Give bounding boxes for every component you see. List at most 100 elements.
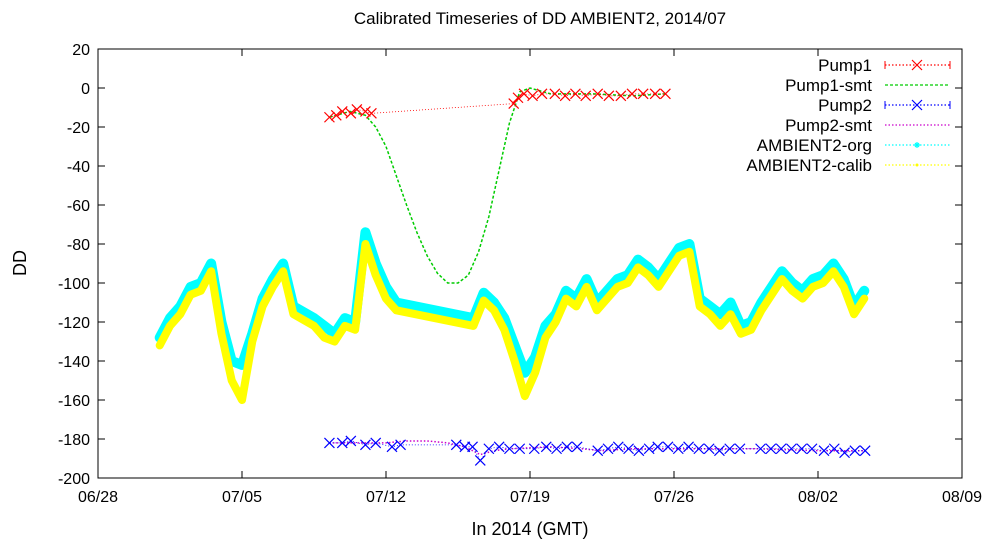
data-point-marker (528, 443, 540, 455)
series-1 (329, 87, 666, 284)
legend-marker (914, 142, 920, 148)
y-tick-label: -120 (58, 315, 90, 332)
series-0 (324, 88, 671, 123)
data-point-marker (493, 441, 505, 453)
data-point-marker (649, 88, 661, 100)
data-point-marker (324, 437, 335, 449)
series-line (329, 87, 666, 284)
y-tick-label: -100 (58, 276, 90, 293)
data-point-marker (549, 88, 561, 100)
data-point-marker (633, 445, 645, 457)
legend-label: AMBIENT2-org (757, 136, 872, 155)
data-point-marker (360, 105, 371, 117)
y-tick-label: -60 (67, 198, 90, 215)
plot-data-layer (154, 87, 871, 466)
data-point-marker (786, 443, 797, 455)
x-axis-label: In 2014 (GMT) (471, 519, 588, 539)
x-tick-label: 07/12 (366, 489, 406, 506)
legend-marker (911, 59, 923, 71)
y-tick-label: -20 (67, 120, 90, 137)
legend-marker (911, 99, 923, 111)
data-point-marker (580, 90, 592, 102)
data-point-marker (474, 455, 486, 466)
data-point-marker (366, 107, 377, 119)
data-point-marker (652, 441, 664, 453)
legend-label: Pump2-smt (785, 116, 872, 135)
data-point-marker (370, 437, 382, 449)
data-point-marker (849, 445, 861, 457)
y-tick-label: -140 (58, 354, 90, 371)
y-tick-label: -160 (58, 393, 90, 410)
data-point-marker (508, 98, 520, 110)
series-2 (324, 435, 871, 466)
y-tick-label: -80 (67, 237, 90, 254)
data-point-marker (518, 88, 530, 100)
data-point-marker (351, 104, 363, 115)
data-point-marker (360, 439, 371, 451)
data-point-marker (615, 90, 627, 102)
data-point-marker (828, 443, 840, 455)
y-tick-label: -40 (67, 159, 90, 176)
x-tick-label: 07/19 (510, 489, 550, 506)
series-line (329, 93, 666, 118)
data-point-marker (386, 441, 398, 453)
data-point-marker (637, 88, 649, 100)
data-point-marker (561, 441, 573, 453)
data-point-marker (693, 443, 705, 455)
data-point-marker (592, 445, 604, 457)
data-point-marker (459, 441, 471, 453)
x-tick-label: 07/26 (654, 489, 694, 506)
data-point-marker (755, 443, 766, 455)
legend-marker (915, 163, 919, 167)
data-point-marker (336, 105, 348, 117)
legend: Pump1Pump1-smtPump2Pump2-smtAMBIENT2-org… (746, 56, 951, 175)
data-point-marker (734, 443, 746, 455)
data-point-marker (806, 443, 818, 455)
legend-label: AMBIENT2-calib (746, 156, 872, 175)
data-point-marker (703, 443, 715, 455)
data-point-marker (623, 443, 634, 455)
legend-label: Pump1 (818, 56, 872, 75)
data-point-marker (859, 445, 871, 457)
y-tick-label: -200 (58, 471, 90, 488)
data-point-marker (592, 88, 604, 100)
data-point-marker (662, 441, 674, 453)
series-5 (155, 240, 869, 404)
data-point-marker (467, 441, 478, 453)
data-point-marker (504, 443, 515, 455)
data-point-marker (839, 447, 850, 459)
data-point-marker (330, 109, 342, 121)
data-point-marker (571, 441, 583, 453)
data-point-marker (626, 88, 638, 100)
data-point-marker (683, 441, 694, 453)
x-tick-label: 06/28 (78, 489, 118, 506)
data-point-marker (643, 443, 655, 455)
data-point-marker (345, 435, 357, 447)
data-point-marker (570, 88, 581, 100)
y-axis-label: DD (10, 250, 30, 276)
data-point-marker (512, 92, 524, 104)
data-point-marker (514, 443, 526, 455)
data-point-marker (714, 445, 725, 457)
data-point-marker (818, 445, 830, 457)
data-point-marker (612, 441, 624, 453)
data-point-marker (450, 439, 462, 451)
data-point-marker (672, 443, 684, 455)
data-point-marker (660, 88, 671, 100)
data-point-marker (527, 90, 538, 102)
series-line (329, 440, 866, 462)
data-point-marker (336, 437, 348, 449)
data-point-marker (765, 443, 777, 455)
data-point-marker (345, 107, 357, 119)
data-point-marker (395, 439, 406, 451)
data-point-marker (324, 111, 335, 123)
data-point-marker (540, 441, 552, 453)
data-point-marker (559, 90, 571, 102)
data-point-marker (602, 443, 614, 455)
y-tick-label: -180 (58, 432, 90, 449)
data-point-marker (536, 88, 548, 100)
legend-label: Pump1-smt (785, 76, 872, 95)
x-tick-label: 07/05 (222, 489, 262, 506)
data-point-marker (551, 443, 562, 455)
y-tick-label: 20 (72, 42, 90, 59)
